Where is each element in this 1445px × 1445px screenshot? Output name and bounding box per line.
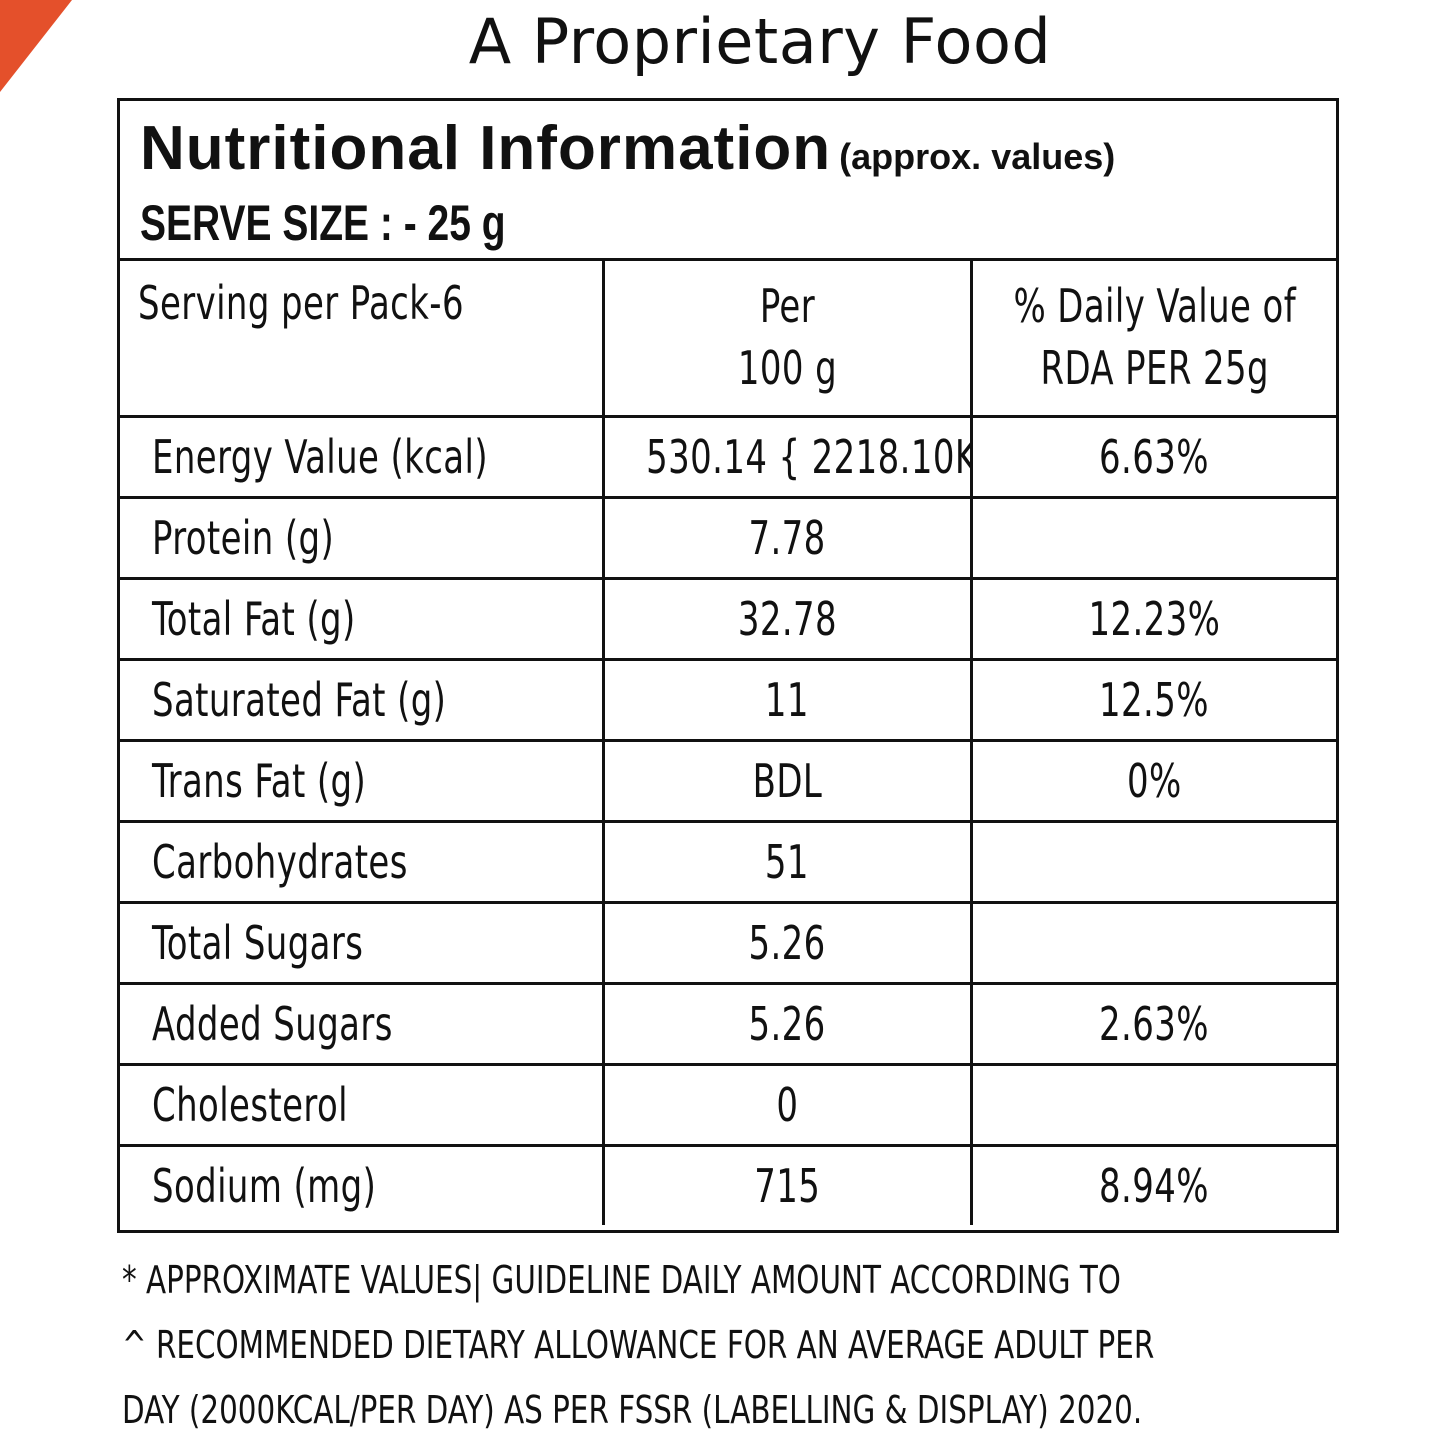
table-row: Cholesterol 0 <box>120 1063 1336 1147</box>
table-row: Trans Fat (g) BDL 0% <box>120 739 1336 823</box>
per-100g-value: 530.14 { 2218.10KJ } <box>645 430 971 484</box>
rda-percent-value-cell: 6.63% <box>969 415 1336 499</box>
per-100g-value: BDL <box>752 754 822 808</box>
rda-percent-value: 12.23% <box>1088 592 1221 646</box>
rda-percent-value: 0% <box>1126 754 1182 808</box>
table-row: Total Sugars 5.26 <box>120 901 1336 985</box>
product-title: A Proprietary Food <box>468 5 1052 78</box>
per-100g-value: 715 <box>753 1159 820 1213</box>
per-100g-value-cell: 5.26 <box>601 982 973 1066</box>
per-100g-value-cell: 11 <box>601 658 973 742</box>
table-row: Total Fat (g) 32.78 12.23% <box>120 577 1336 661</box>
footnote: * APPROXIMATE VALUES| GUIDELINE DAILY AM… <box>122 1248 1422 1443</box>
nutrient-name: Total Sugars <box>152 916 364 970</box>
nutrition-table: Serving per Pack-6 Per 100 g % Daily Val… <box>120 258 1336 1225</box>
nutrient-name: Added Sugars <box>152 997 393 1051</box>
per-100g-value: 51 <box>765 835 809 889</box>
serve-size: SERVE SIZE : - 25 g <box>140 195 506 251</box>
rda-percent-value-cell: 2.63% <box>969 982 1336 1066</box>
per-100g-value-cell: 715 <box>601 1144 973 1225</box>
nutrient-name-cell: Cholesterol <box>120 1063 605 1147</box>
panel-header: Nutritional Information (approx. values) … <box>120 101 1336 261</box>
per-100g-value-cell: BDL <box>601 739 973 823</box>
nutrient-name-cell: Added Sugars <box>120 982 605 1066</box>
nutrient-name: Sodium (mg) <box>152 1159 377 1213</box>
nutrient-name: Carbohydrates <box>152 835 408 889</box>
rda-percent-value: 6.63% <box>1099 430 1210 484</box>
per-100g-value: 5.26 <box>748 916 826 970</box>
rda-percent-value: 12.5% <box>1099 673 1210 727</box>
nutrient-name: Trans Fat (g) <box>152 754 367 808</box>
header-daily-value-line1: % Daily Value of <box>1012 278 1296 333</box>
header-daily-value-line2: RDA PER 25g <box>1039 340 1269 395</box>
nutrient-name-cell: Energy Value (kcal) <box>120 415 605 499</box>
nutrient-name: Total Fat (g) <box>152 592 356 646</box>
table-row: Protein (g) 7.78 <box>120 496 1336 580</box>
rda-percent-value-cell <box>969 901 1336 985</box>
corner-accent-shape <box>0 0 72 92</box>
table-row: Carbohydrates 51 <box>120 820 1336 904</box>
table-row: Sodium (mg) 715 8.94% <box>120 1144 1336 1225</box>
rda-percent-value: 8.94% <box>1099 1159 1210 1213</box>
per-100g-value-cell: 51 <box>601 820 973 904</box>
header-serving-per-pack-label: Serving per Pack-6 <box>138 276 464 330</box>
per-100g-value-cell: 5.26 <box>601 901 973 985</box>
header-daily-value: % Daily Value of RDA PER 25g <box>969 258 1336 418</box>
rda-percent-value: 2.63% <box>1099 997 1210 1051</box>
nutrient-name: Protein (g) <box>152 511 335 565</box>
table-row: Added Sugars 5.26 2.63% <box>120 982 1336 1066</box>
rda-percent-value-cell <box>969 1063 1336 1147</box>
per-100g-value-cell: 530.14 { 2218.10KJ } <box>601 415 973 499</box>
nutrient-name-cell: Sodium (mg) <box>120 1144 605 1225</box>
nutrient-name: Saturated Fat (g) <box>152 673 447 727</box>
footnote-line3: DAY (2000KCAL/PER DAY) AS PER FSSR (LABE… <box>122 1388 1143 1432</box>
panel-subtitle: (approx. values) <box>839 136 1116 177</box>
per-100g-value: 5.26 <box>748 997 826 1051</box>
per-100g-value-cell: 32.78 <box>601 577 973 661</box>
nutrient-name-cell: Saturated Fat (g) <box>120 658 605 742</box>
footnote-line2: ^ RECOMMENDED DIETARY ALLOWANCE FOR AN A… <box>122 1323 1155 1367</box>
per-100g-value: 0 <box>775 1078 798 1132</box>
nutrient-name-cell: Total Fat (g) <box>120 577 605 661</box>
rda-percent-value-cell: 0% <box>969 739 1336 823</box>
nutrient-name: Energy Value (kcal) <box>152 430 489 484</box>
nutrient-name: Cholesterol <box>152 1078 348 1132</box>
per-100g-value-cell: 7.78 <box>601 496 973 580</box>
rda-percent-value-cell: 12.23% <box>969 577 1336 661</box>
table-row: Saturated Fat (g) 11 12.5% <box>120 658 1336 742</box>
nutrient-name-cell: Total Sugars <box>120 901 605 985</box>
footnote-line1: * APPROXIMATE VALUES| GUIDELINE DAILY AM… <box>122 1258 1121 1302</box>
header-per-line1: Per <box>759 278 815 333</box>
table-row: Energy Value (kcal) 530.14 { 2218.10KJ } 6… <box>120 415 1336 499</box>
nutrient-name-cell: Trans Fat (g) <box>120 739 605 823</box>
rda-percent-value-cell <box>969 496 1336 580</box>
rda-percent-value-cell: 8.94% <box>969 1144 1336 1225</box>
rda-percent-value-cell: 12.5% <box>969 658 1336 742</box>
nutrition-panel: Nutritional Information (approx. values) … <box>117 98 1339 1233</box>
panel-title-line: Nutritional Information (approx. values) <box>140 113 1115 184</box>
per-100g-value: 11 <box>765 673 809 727</box>
per-100g-value: 32.78 <box>737 592 837 646</box>
header-serving-per-pack: Serving per Pack-6 <box>120 258 605 418</box>
rda-percent-value-cell <box>969 820 1336 904</box>
nutrient-name-cell: Carbohydrates <box>120 820 605 904</box>
panel-title: Nutritional Information <box>140 114 832 183</box>
header-per-line2: 100 g <box>737 340 837 395</box>
table-header-row: Serving per Pack-6 Per 100 g % Daily Val… <box>120 258 1336 418</box>
per-100g-value: 7.78 <box>748 511 826 565</box>
nutrient-name-cell: Protein (g) <box>120 496 605 580</box>
per-100g-value-cell: 0 <box>601 1063 973 1147</box>
header-per-100g: Per 100 g <box>601 258 973 418</box>
